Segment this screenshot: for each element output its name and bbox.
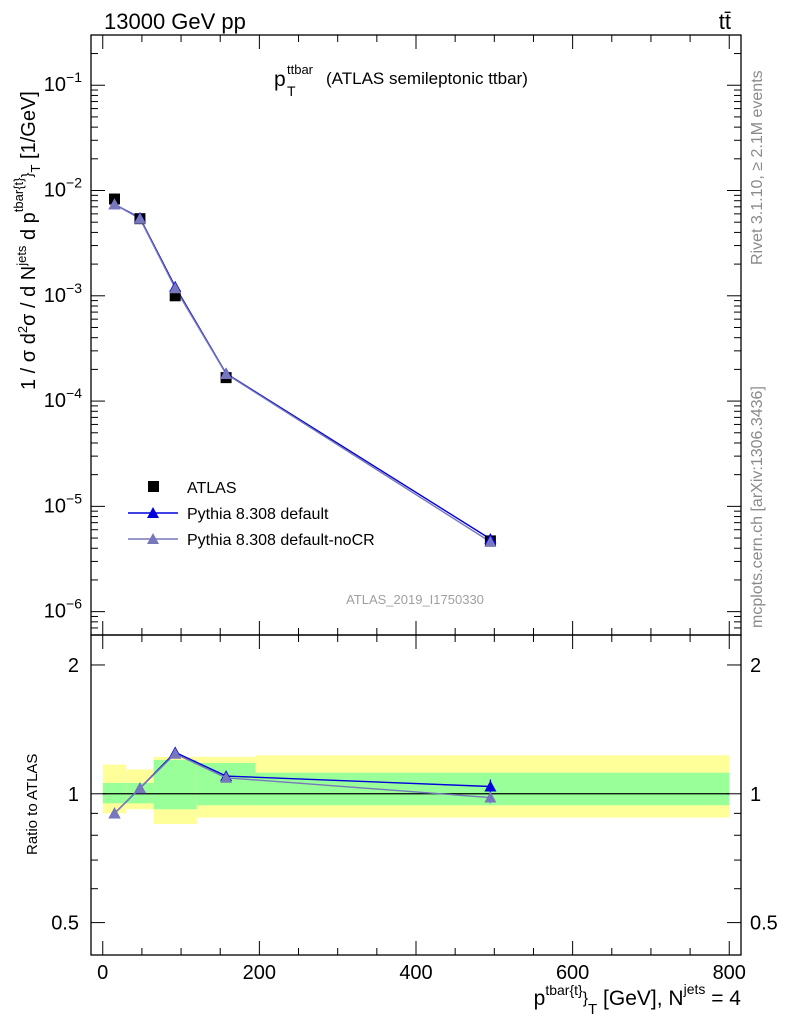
- ratio-y-axis-label: Ratio to ATLAS: [24, 754, 41, 855]
- ratio-y-tick-label-right: 1: [750, 784, 761, 806]
- ratio-y-tick-label: 0.5: [51, 913, 79, 935]
- process-label: tt̄: [719, 9, 731, 34]
- ratio-pythia-nocr-point: [108, 807, 121, 819]
- ratio-pythia-nocr-point: [169, 747, 182, 759]
- pythia-default-line: [114, 203, 491, 540]
- rivet-version-label: Rivet 3.1.10, ≥ 2.1M events: [749, 70, 766, 265]
- main-panel: 10−1 10−2 10−3 10−4 10−5 10−6: [44, 34, 742, 636]
- legend: ATLAS Pythia 8.308 default Pythia 8.308 …: [128, 480, 375, 549]
- x-axis-label: ptbar{t}}T [GeV], Njets = 4: [534, 981, 742, 1018]
- x-tick-label: 200: [243, 962, 276, 984]
- ratio-pythia-default-point: [484, 780, 497, 792]
- legend-default-marker: [147, 507, 159, 518]
- ratio-panel: 2 2 1 1 0.5 0.5 0 200 400 600 800: [51, 634, 778, 984]
- ratio-pythia-nocr-point: [133, 782, 146, 794]
- title-subscript: T: [287, 83, 296, 99]
- energy-label: 13000 GeV pp: [104, 9, 246, 34]
- main-y-tick-label: 10−5: [44, 490, 82, 517]
- title-superscript: ttbar: [287, 62, 314, 77]
- legend-atlas-label: ATLAS: [187, 480, 237, 497]
- main-y-tick-label: 10−2: [44, 175, 82, 202]
- title-p: p: [274, 68, 286, 91]
- main-y-tick-label: 10−3: [44, 280, 82, 307]
- ratio-y-tick-label-right: 2: [750, 655, 761, 677]
- title-description: (ATLAS semileptonic ttbar): [326, 69, 528, 88]
- main-y-tick-label: 10−6: [44, 596, 82, 623]
- ratio-frame: [90, 634, 742, 956]
- ratio-y-tick-label: 2: [68, 655, 79, 677]
- x-tick-label: 0: [97, 962, 108, 984]
- x-tick-label: 600: [556, 962, 589, 984]
- pythia-nocr-point: [484, 535, 497, 547]
- x-tick-label: 400: [399, 962, 432, 984]
- pythia-nocr-point: [133, 212, 146, 224]
- pythia-nocr-line: [114, 203, 491, 543]
- x-tick-label: 800: [713, 962, 746, 984]
- legend-nocr-marker: [147, 533, 159, 544]
- ratio-inner-band: [102, 782, 127, 804]
- ratio-pythia-nocr-point: [484, 791, 497, 803]
- ratio-y-tick-label-right: 0.5: [750, 913, 778, 935]
- legend-nocr-label: Pythia 8.308 default-noCR: [187, 532, 375, 549]
- legend-atlas-marker: [148, 481, 159, 492]
- main-y-tick-label: 10−4: [44, 385, 82, 412]
- main-y-tick-label: 10−1: [44, 69, 82, 96]
- ratio-inner-band: [196, 763, 256, 806]
- pythia-nocr-point: [108, 198, 121, 210]
- ratio-y-tick-label: 1: [68, 784, 79, 806]
- pythia-nocr-point: [220, 367, 233, 379]
- legend-default-label: Pythia 8.308 default: [187, 506, 329, 523]
- pythia-nocr-point: [169, 282, 182, 294]
- mcplots-label: mcplots.cern.ch [arXiv:1306.3436]: [749, 386, 766, 628]
- ratio-pythia-nocr-point: [220, 771, 233, 783]
- atlas-data-point: [169, 290, 181, 302]
- main-y-axis-label: 1 / σ d2σ / d Njets d ptbar{t}}T [1/GeV]: [11, 91, 43, 390]
- plot-title: p ttbar T (ATLAS semileptonic ttbar): [274, 62, 528, 99]
- analysis-id-label: ATLAS_2019_I1750330: [346, 592, 484, 607]
